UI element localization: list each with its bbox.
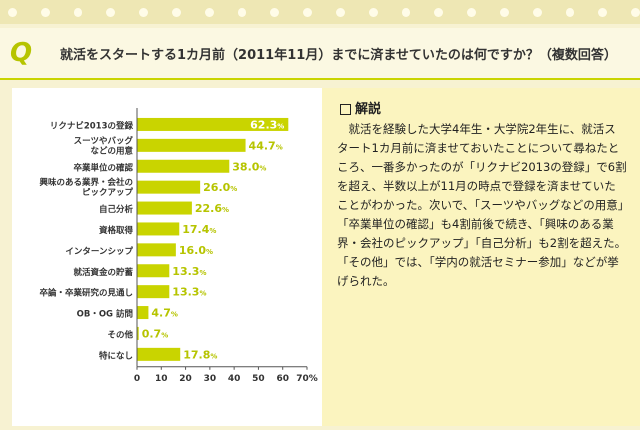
bar	[137, 243, 176, 257]
category-label: リクナビ2013の登録	[50, 120, 134, 131]
bar	[137, 264, 170, 278]
bar	[137, 347, 181, 361]
dot	[106, 7, 116, 17]
value-label: 26.0%	[203, 181, 237, 194]
category-label: その他	[107, 329, 133, 340]
x-tick-label: 30	[204, 374, 217, 384]
category-label: OB・OG 訪問	[77, 309, 133, 320]
bar	[137, 222, 180, 236]
category-label: 資格取得	[98, 225, 134, 236]
category-label: 自己分析	[99, 204, 134, 215]
category-label: 卒論・卒業研究の見通し	[39, 288, 133, 299]
x-tick-label: 70%	[296, 374, 318, 384]
bar	[137, 201, 192, 215]
category-label: スーツやバッグなどの用意	[74, 135, 134, 156]
value-label: 22.6%	[195, 202, 229, 215]
bar	[137, 159, 230, 173]
value-label: 17.8%	[183, 348, 217, 361]
dot	[335, 7, 345, 17]
value-label: 0.7%	[142, 327, 169, 340]
explanation-body: 就活を経験した大学4年生・大学院2年生に、就活スタート1カ月前に済ませておいたこ…	[337, 122, 627, 288]
dot	[368, 7, 378, 17]
dot	[434, 7, 444, 17]
value-label: 44.7%	[249, 139, 283, 152]
question-title: 就活をスタートする1カ月前（2011年11月）までに済ませていたのは何ですか？（…	[60, 48, 617, 63]
bar	[137, 117, 289, 131]
dot	[565, 7, 575, 17]
square-icon	[340, 104, 351, 115]
x-tick-label: 0	[134, 374, 140, 384]
dot	[171, 7, 181, 17]
explanation-heading: 解説	[340, 98, 381, 117]
value-label: 62.3%	[250, 118, 284, 131]
x-tick-label: 10	[155, 374, 168, 384]
bar	[137, 306, 149, 320]
x-tick-label: 50	[252, 374, 265, 384]
dot	[467, 7, 476, 17]
dot	[532, 7, 542, 17]
chart-panel: リクナビ2013の登録 62.3% スーツやバッグなどの用意 44.7% 卒業単位の確認…	[12, 88, 322, 426]
dot	[303, 7, 312, 17]
value-label: 17.4%	[182, 223, 216, 236]
bar-chart: リクナビ2013の登録 62.3% スーツやバッグなどの用意 44.7% 卒業単位の確認…	[39, 108, 318, 384]
dot	[73, 7, 83, 17]
x-tick-label: 20	[179, 374, 192, 384]
value-label: 4.7%	[151, 307, 178, 320]
x-tick-label: 40	[228, 374, 241, 384]
dot	[631, 7, 640, 17]
dot	[598, 7, 608, 17]
dot	[401, 7, 411, 17]
value-label: 16.0%	[179, 244, 213, 257]
bar	[137, 180, 201, 194]
dot	[237, 7, 247, 17]
dot	[40, 7, 50, 17]
dot	[499, 7, 509, 17]
explanation-panel	[322, 88, 640, 426]
bar	[137, 326, 139, 340]
dot	[8, 7, 17, 17]
category-label: 卒業単位の確認	[73, 162, 133, 173]
category-label: 特になし	[99, 350, 133, 361]
value-label: 38.0%	[232, 160, 266, 173]
value-label: 13.3%	[172, 286, 206, 299]
category-label: インターンシップ	[65, 246, 133, 257]
bar	[137, 285, 170, 299]
category-label: 就活資金の貯蓄	[73, 267, 133, 278]
explanation-heading-text: 解説	[355, 102, 382, 117]
dot	[139, 7, 148, 17]
category-label: 興味のある業界・会社のピックアップ	[39, 177, 133, 198]
question-mark-icon: Q	[10, 38, 33, 68]
x-tick-label: 60	[276, 374, 289, 384]
dot	[270, 7, 280, 17]
dot	[204, 7, 214, 17]
dot-pattern	[0, 0, 640, 24]
question-header	[0, 28, 640, 80]
bar	[137, 138, 246, 152]
value-label: 13.3%	[172, 265, 206, 278]
